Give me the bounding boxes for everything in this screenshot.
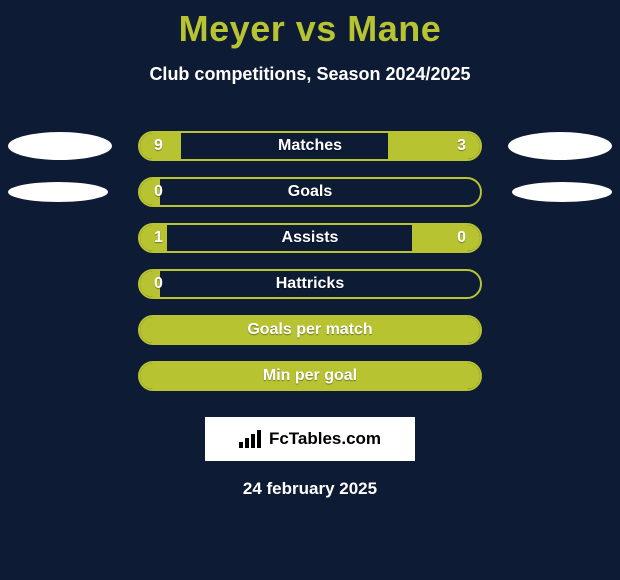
stat-row: Min per goal (0, 353, 620, 399)
stats-container: Matches93Goals0Assists10Hattricks0Goals … (0, 123, 620, 399)
player-right-marker (512, 182, 612, 202)
stat-row: Assists1 0 (0, 215, 620, 261)
player-right-marker (508, 132, 612, 160)
stat-label: Goals per match (140, 317, 480, 343)
player-left-marker (8, 182, 108, 202)
stat-label: Goals (140, 179, 480, 205)
bar-chart-icon (239, 430, 263, 448)
page-subtitle: Club competitions, Season 2024/2025 (0, 64, 620, 85)
stat-label: Matches (140, 133, 480, 159)
stat-label: Hattricks (140, 271, 480, 297)
stat-bar: Goals per match (138, 315, 482, 345)
stat-bar: Goals0 (138, 177, 482, 207)
page-title: Meyer vs Mane (0, 0, 620, 50)
stat-value-right: 0 (457, 225, 466, 251)
stat-label: Assists (140, 225, 480, 251)
stat-row: Goals per match (0, 307, 620, 353)
stat-label: Min per goal (140, 363, 480, 389)
source-badge-text: FcTables.com (269, 429, 381, 449)
stat-value-left: 0 (154, 271, 163, 297)
player-left-marker (8, 132, 112, 160)
source-badge: FcTables.com (205, 417, 415, 461)
stat-value-left: 0 (154, 179, 163, 205)
stat-value-left: 9 (154, 133, 163, 159)
stat-row: Goals0 (0, 169, 620, 215)
stat-value-right: 3 (457, 133, 466, 159)
stat-row: Matches9 3 (0, 123, 620, 169)
stat-bar: Min per goal (138, 361, 482, 391)
stat-bar: Hattricks0 (138, 269, 482, 299)
stat-value-left: 1 (154, 225, 163, 251)
stat-row: Hattricks0 (0, 261, 620, 307)
stat-bar: Matches9 3 (138, 131, 482, 161)
date-label: 24 february 2025 (0, 479, 620, 499)
stat-bar: Assists1 0 (138, 223, 482, 253)
